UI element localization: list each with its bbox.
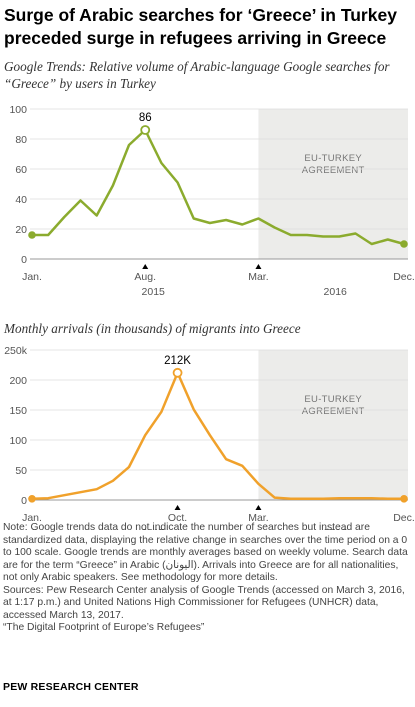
trends-start-point — [28, 231, 36, 239]
chart-title: Surge of Arabic searches for ‘Greece’ in… — [4, 5, 397, 48]
trends-y-tick-label: 0 — [21, 254, 27, 266]
trends-x-tick-mark — [255, 264, 262, 269]
trends-x-tick-label: Dec. — [393, 271, 415, 283]
arrivals-shade-label: AGREEMENT — [302, 406, 365, 417]
trends-x-tick-label: Aug. — [134, 271, 156, 283]
report-title: “The Digital Footprint of Europe’s Refug… — [3, 622, 205, 633]
trends-x-tick-label: Mar. — [248, 271, 268, 283]
trends-shade-label: EU-TURKEY — [304, 153, 362, 164]
arrivals-shade-label: EU-TURKEY — [304, 394, 362, 405]
arrivals-series-line — [31, 371, 404, 501]
arrivals-y-tick-label: 100 — [9, 435, 27, 447]
trends-end-point — [400, 240, 408, 248]
arrivals-y-tick-label: 50 — [15, 465, 27, 477]
trends-y-tick-label: 40 — [15, 194, 27, 206]
trends-y-tick-label: 100 — [9, 104, 27, 116]
trends-shaded-region — [258, 109, 408, 259]
arrivals-y-tick-label: 250k — [4, 345, 28, 357]
arrivals-peak-label: 212K — [164, 355, 191, 367]
note-text: Note: Google trends data do not indicate… — [3, 522, 408, 583]
trends-year-label: 2016 — [324, 286, 348, 298]
arrivals-x-tick-mark — [174, 505, 181, 510]
trends-peak-label: 86 — [139, 112, 152, 124]
arrivals-x-tick-mark — [255, 505, 262, 510]
arrivals-start-point — [28, 495, 36, 503]
sources-text: Sources: Pew Research Center analysis of… — [3, 584, 405, 621]
trends-y-tick-label: 80 — [15, 134, 27, 146]
trends-y-tick-label: 20 — [15, 224, 27, 236]
arrivals-year-label: 2015 — [142, 527, 166, 530]
arrivals-y-tick-label: 200 — [9, 375, 27, 387]
arrivals-x-tick-label: Dec. — [393, 512, 415, 524]
arrivals-shaded-region — [258, 350, 408, 500]
arrivals-y-tick-label: 0 — [21, 495, 27, 507]
trends-year-label: 2015 — [142, 286, 166, 298]
arrivals-y-tick-label: 150 — [9, 405, 27, 417]
arrivals-end-point — [400, 495, 408, 503]
chart1-subtitle: Google Trends: Relative volume of Arabic… — [4, 59, 390, 91]
trends-series-line — [32, 128, 405, 246]
trends-x-tick-label: Jan. — [22, 271, 42, 283]
trends-x-tick-mark — [142, 264, 149, 269]
arrivals-x-tick-label: Jan. — [22, 512, 42, 524]
arrivals-x-tick-label: Oct. — [168, 512, 187, 524]
pew-logo: PEW RESEARCH CENTER — [3, 681, 139, 693]
arrivals-peak-point — [172, 367, 183, 378]
footnotes: Note: Google trends data do not indicate… — [3, 522, 412, 635]
arrivals-year-label: 2016 — [324, 527, 348, 530]
trends-y-tick-label: 60 — [15, 164, 27, 176]
chart2-subtitle: Monthly arrivals (in thousands) of migra… — [4, 321, 301, 336]
trends-shade-label: AGREEMENT — [302, 165, 365, 176]
trends-peak-point — [140, 125, 151, 135]
arrivals-x-tick-label: Mar. — [248, 512, 268, 524]
